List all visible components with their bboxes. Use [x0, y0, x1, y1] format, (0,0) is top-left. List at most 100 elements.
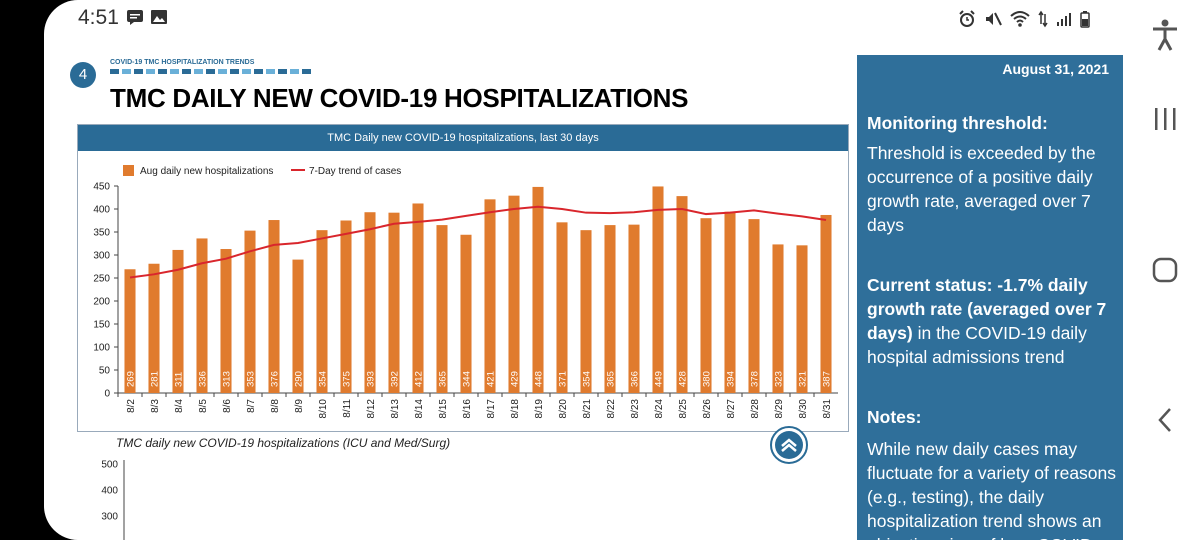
bar — [556, 222, 568, 393]
sub-y-tick-label: 300 — [101, 512, 118, 523]
bar — [148, 263, 160, 393]
bar — [172, 249, 184, 393]
bar — [652, 186, 664, 393]
threshold-heading: Monitoring threshold: — [867, 113, 1048, 133]
y-tick-label: 400 — [93, 205, 110, 216]
data-label: 269 — [126, 371, 137, 387]
x-tick-label: 8/27 — [726, 399, 737, 419]
x-tick-label: 8/5 — [198, 399, 209, 413]
scroll-to-top-button[interactable] — [770, 426, 808, 464]
section-number-badge: 4 — [70, 62, 96, 88]
recents-button[interactable] — [1130, 106, 1200, 132]
hospitalizations-bar-chart: Aug daily new hospitalizations 7-Day tren… — [93, 165, 838, 419]
bar — [748, 219, 760, 393]
y-tick-label: 450 — [93, 182, 110, 193]
bar — [700, 218, 712, 393]
report-date: August 31, 2021 — [1002, 61, 1109, 77]
bar — [508, 195, 520, 393]
x-tick-label: 8/12 — [366, 399, 377, 419]
data-label: 387 — [822, 371, 833, 387]
back-button[interactable] — [1130, 406, 1200, 434]
x-tick-label: 8/10 — [318, 399, 329, 419]
y-tick-label: 50 — [99, 366, 111, 377]
data-label: 449 — [654, 371, 665, 387]
x-tick-label: 8/11 — [342, 399, 353, 418]
data-label: 428 — [678, 371, 689, 387]
x-tick-label: 8/16 — [462, 399, 473, 419]
y-tick-label: 200 — [93, 297, 110, 308]
page-title: TMC DAILY NEW COVID-19 HOSPITALIZATIONS — [110, 83, 689, 113]
recents-icon — [1155, 108, 1176, 130]
back-icon — [1158, 408, 1171, 432]
data-label: 354 — [582, 371, 593, 387]
data-label: 448 — [534, 371, 545, 387]
accessibility-button[interactable] — [1130, 18, 1200, 52]
data-label: 366 — [630, 371, 641, 387]
bar — [796, 245, 808, 393]
data-label: 311 — [174, 372, 185, 387]
data-label: 421 — [486, 371, 497, 387]
data-label: 376 — [270, 371, 281, 387]
x-tick-label: 8/24 — [654, 399, 665, 419]
wifi-icon — [1010, 11, 1030, 27]
accessibility-icon — [1153, 19, 1177, 51]
x-tick-label: 8/18 — [510, 399, 521, 419]
bar — [484, 199, 496, 393]
data-label: 281 — [150, 371, 161, 387]
bar — [244, 230, 256, 393]
data-label: 336 — [198, 371, 209, 387]
data-label: 313 — [222, 371, 233, 387]
bar — [532, 186, 544, 393]
message-icon — [127, 10, 143, 25]
x-tick-label: 8/14 — [414, 399, 425, 419]
home-button[interactable] — [1130, 256, 1200, 284]
x-tick-label: 8/7 — [246, 399, 257, 413]
y-tick-label: 350 — [93, 228, 110, 239]
bar — [268, 220, 280, 393]
sub-chart-title: TMC daily new COVID-19 hospitalizations … — [116, 436, 451, 450]
section-divider — [110, 69, 311, 74]
data-label: 393 — [366, 371, 377, 387]
x-tick-label: 8/13 — [390, 399, 401, 419]
status-rest-text: in the COVID-19 daily hospital admission… — [867, 323, 1087, 367]
data-label: 365 — [438, 371, 449, 387]
data-label: 321 — [798, 371, 809, 387]
data-label: 323 — [774, 371, 785, 387]
android-nav-bar — [1130, 0, 1200, 540]
bar — [436, 225, 448, 393]
monitoring-side-panel: August 31, 2021 Monitoring threshold: Th… — [857, 55, 1123, 540]
sub-y-tick-label: 400 — [101, 486, 118, 497]
notes-heading: Notes: — [867, 407, 922, 427]
chevron-up-icon — [781, 438, 797, 452]
bar — [820, 214, 832, 393]
data-label: 353 — [246, 371, 257, 387]
y-tick-label: 300 — [93, 251, 110, 262]
x-tick-label: 8/25 — [678, 399, 689, 419]
sub-y-tick-label: 500 — [101, 460, 118, 471]
y-tick-label: 0 — [104, 389, 110, 400]
bar — [412, 203, 424, 393]
x-tick-label: 8/23 — [630, 399, 641, 419]
y-tick-label: 100 — [93, 343, 110, 354]
bar — [604, 225, 616, 393]
alarm-icon — [959, 10, 975, 27]
x-tick-label: 8/29 — [774, 399, 785, 419]
data-label: 412 — [414, 371, 425, 387]
main-chart-frame: TMC Daily new COVID-19 hospitalizations,… — [77, 124, 849, 432]
document-viewer[interactable]: 4:51 4 COVID-19 TMC HOSPITALIZATION TREN… — [44, 0, 1130, 540]
x-tick-label: 8/17 — [486, 399, 497, 419]
battery-icon — [1080, 11, 1090, 28]
bar — [220, 249, 232, 393]
bar — [340, 220, 352, 393]
y-tick-label: 150 — [93, 320, 110, 331]
bar — [388, 212, 400, 393]
icu-medsurg-chart: 300 400 500 — [101, 460, 125, 540]
x-tick-label: 8/30 — [798, 399, 809, 419]
data-icon — [1038, 10, 1048, 28]
home-icon — [1152, 257, 1178, 283]
legend-swatch-bars — [123, 165, 134, 176]
data-label: 354 — [318, 371, 329, 387]
x-tick-label: 8/15 — [438, 399, 449, 419]
mute-icon — [986, 12, 1002, 26]
